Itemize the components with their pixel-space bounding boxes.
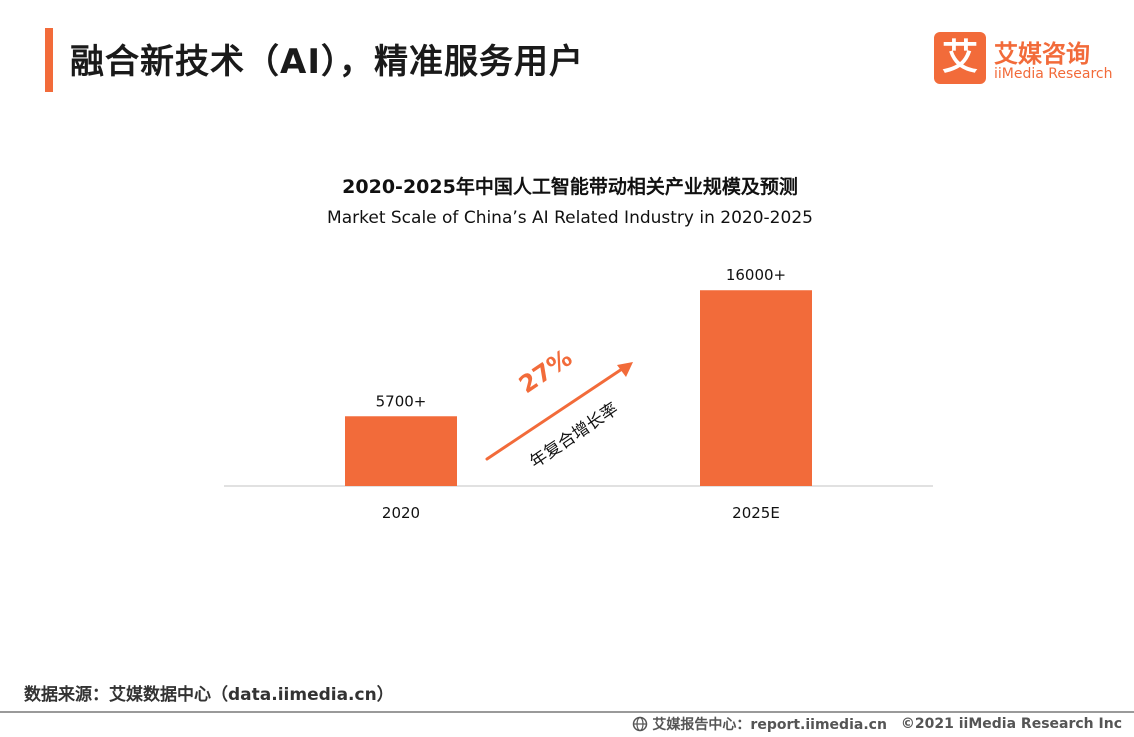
footer: 艾媒报告中心：report.iimedia.cn ©2021 iiMedia R…	[632, 714, 1122, 734]
data-source: 数据来源：艾媒数据中心（data.iimedia.cn）	[24, 685, 394, 705]
data-label: 5700+	[376, 392, 427, 410]
logo-mark-glyph: 艾	[941, 37, 978, 78]
page-title: 融合新技术（AI），精准服务用户	[70, 42, 584, 82]
chart-title: 2020-2025年中国人工智能带动相关产业规模及预测	[342, 176, 798, 198]
cagr-arrow	[485, 365, 627, 461]
x-tick-label: 2025E	[732, 504, 780, 522]
x-tick-label: 2020	[382, 504, 420, 522]
bar-2025E	[700, 290, 812, 486]
logo-text-en: iiMedia Research	[994, 66, 1113, 82]
globe-icon	[633, 716, 648, 732]
cagr-arrow-head	[617, 362, 633, 377]
title-accent-bar	[45, 28, 53, 92]
logo-text-cn: 艾媒咨询	[994, 40, 1090, 68]
copyright: ©2021 iiMedia Research Inc	[900, 716, 1122, 732]
bar-2020	[345, 416, 457, 486]
logo-mark-icon	[934, 32, 986, 84]
data-label: 16000+	[726, 266, 786, 284]
footer-divider	[0, 711, 1134, 713]
report-center-link[interactable]: 艾媒报告中心：report.iimedia.cn	[652, 717, 887, 733]
cagr-value: 27%	[514, 344, 577, 399]
chart-subtitle: Market Scale of China’s AI Related Indus…	[327, 208, 813, 228]
cagr-label: 年复合增长率	[526, 399, 622, 473]
logo: 艾 艾媒咨询 iiMedia Research	[934, 32, 1124, 86]
